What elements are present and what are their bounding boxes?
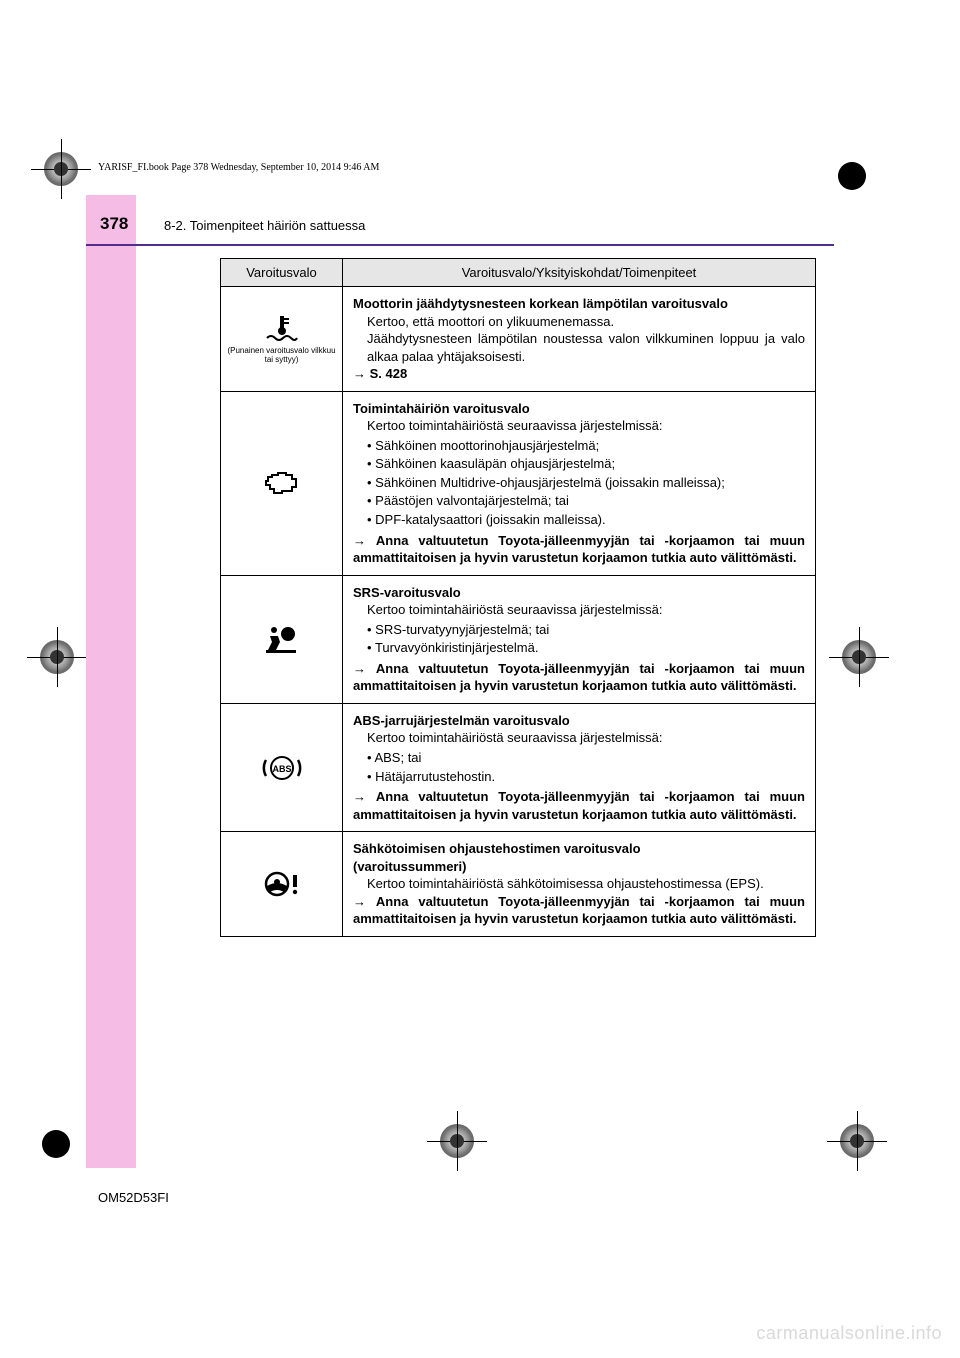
engine-malfunction-icon bbox=[262, 469, 302, 497]
svg-text:ABS: ABS bbox=[272, 764, 291, 774]
header-divider bbox=[86, 244, 834, 246]
srs-airbag-icon bbox=[264, 624, 300, 654]
row-title: ABS-jarrujärjestelmän varoitusvalo bbox=[353, 712, 805, 730]
document-code: OM52D53FI bbox=[98, 1190, 169, 1205]
list-item: Sähköinen Multidrive-ohjausjärjestelmä (… bbox=[367, 474, 805, 493]
list-item: Turvavyönkiristinjärjestelmä. bbox=[367, 639, 805, 658]
watermark: carmanualsonline.info bbox=[756, 1323, 942, 1344]
content-area: Varoitusvalo Varoitusvalo/Yksityiskohdat… bbox=[220, 258, 816, 937]
row-intro: Kertoo toimintahäiriöstä seuraavissa jär… bbox=[353, 729, 805, 747]
row-intro: Kertoo toimintahäiriöstä sähkötoimisessa… bbox=[353, 875, 805, 893]
bullet-list: Sähköinen moottorinohjausjärjestelmä; Sä… bbox=[353, 437, 805, 530]
row-action: Anna valtuutetun Toyota-jälleenmyyjän ta… bbox=[353, 661, 805, 694]
crop-mark bbox=[42, 1130, 70, 1158]
list-item: Sähköinen moottorinohjausjärjestelmä; bbox=[367, 437, 805, 456]
list-item: ABS; tai bbox=[367, 749, 805, 768]
bullet-list: SRS-turvatyynyjärjestelmä; tai Turvavyön… bbox=[353, 621, 805, 658]
crop-mark bbox=[44, 152, 78, 186]
page: YARISF_FI.book Page 378 Wednesday, Septe… bbox=[0, 0, 960, 1358]
crop-mark bbox=[840, 1124, 874, 1158]
row-title: Toimintahäiriön varoitusvalo bbox=[353, 400, 805, 418]
row-intro: Kertoo toimintahäiriöstä seuraavissa jär… bbox=[353, 601, 805, 619]
list-item: DPF-katalysaattori (joissakin malleissa)… bbox=[367, 511, 805, 530]
print-header: YARISF_FI.book Page 378 Wednesday, Septe… bbox=[98, 162, 379, 173]
section-header: 8-2. Toimenpiteet häiriön sattuessa bbox=[164, 218, 365, 233]
bullet-list: ABS; tai Hätäjarrutustehostin. bbox=[353, 749, 805, 786]
list-item: Hätäjarrutustehostin. bbox=[367, 768, 805, 787]
row-intro: Kertoo toimintahäiriöstä seuraavissa jär… bbox=[353, 417, 805, 435]
table-header-col1: Varoitusvalo bbox=[221, 259, 343, 287]
table-row: Toimintahäiriön varoitusvalo Kertoo toim… bbox=[221, 391, 816, 575]
list-item: Päästöjen valvontajärjestelmä; tai bbox=[367, 492, 805, 511]
coolant-temp-icon bbox=[265, 314, 299, 342]
row-action: Anna valtuutetun Toyota-jälleenmyyjän ta… bbox=[353, 533, 805, 566]
list-item: Sähköinen kaasuläpän ohjausjärjestelmä; bbox=[367, 455, 805, 474]
row-title: SRS-varoitusvalo bbox=[353, 584, 805, 602]
row-line: Kertoo, että moottori on ylikuumenemassa… bbox=[353, 313, 805, 331]
eps-steering-icon bbox=[262, 870, 302, 898]
page-number: 378 bbox=[100, 214, 128, 234]
row-action: Anna valtuutetun Toyota-jälleenmyyjän ta… bbox=[353, 789, 805, 822]
row-line: Jäähdytysnesteen lämpötilan noustessa va… bbox=[353, 330, 805, 365]
section-color-strip bbox=[86, 195, 136, 1168]
icon-caption: (Punainen varoitusvalo vilkkuu tai sytty… bbox=[225, 346, 338, 364]
row-title: Sähkötoimisen ohjaustehostimen varoitusv… bbox=[353, 840, 805, 858]
crop-mark bbox=[842, 640, 876, 674]
warning-table: Varoitusvalo Varoitusvalo/Yksityiskohdat… bbox=[220, 258, 816, 937]
table-header-col2: Varoitusvalo/Yksityiskohdat/Toimenpiteet bbox=[343, 259, 816, 287]
crop-mark bbox=[40, 640, 74, 674]
abs-icon: ABS bbox=[262, 754, 302, 782]
crop-mark bbox=[440, 1124, 474, 1158]
crop-mark bbox=[838, 162, 866, 190]
table-row: (Punainen varoitusvalo vilkkuu tai sytty… bbox=[221, 287, 816, 392]
list-item: SRS-turvatyynyjärjestelmä; tai bbox=[367, 621, 805, 640]
table-row: SRS-varoitusvalo Kertoo toimintahäiriöst… bbox=[221, 575, 816, 703]
row-title: Moottorin jäähdytysnesteen korkean lämpö… bbox=[353, 295, 805, 313]
row-subtitle: (varoitussummeri) bbox=[353, 858, 805, 876]
row-action: Anna valtuutetun Toyota-jälleenmyyjän ta… bbox=[353, 894, 805, 927]
table-row: Sähkötoimisen ohjaustehostimen varoitusv… bbox=[221, 832, 816, 937]
table-row: ABS ABS-jarrujärjestelmän varoitusvalo K… bbox=[221, 703, 816, 831]
row-ref: S. 428 bbox=[370, 366, 408, 381]
